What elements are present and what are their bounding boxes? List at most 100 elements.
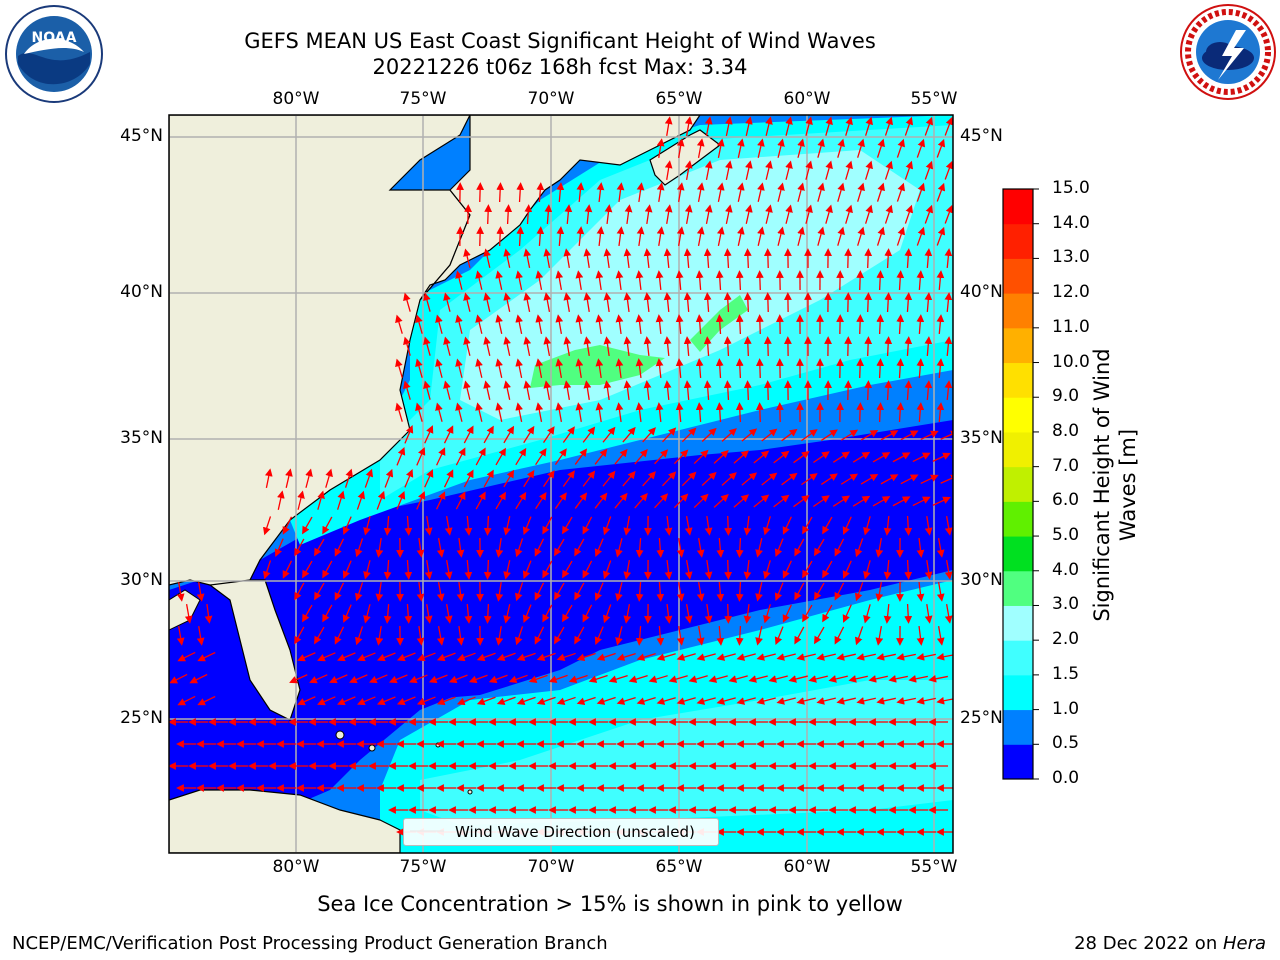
wind-wave-arrow: [876, 653, 896, 661]
lat-tick-left: 25°N: [120, 708, 163, 728]
wind-wave-arrow: [322, 560, 333, 579]
wind-wave-arrow: [737, 182, 745, 202]
wind-wave-arrow: [495, 402, 503, 422]
wind-wave-arrow: [904, 603, 913, 624]
wind-wave-arrow: [575, 270, 584, 291]
wind-wave-arrow: [715, 270, 724, 291]
wind-wave-arrow: [337, 696, 356, 706]
wind-wave-arrow: [523, 292, 532, 312]
wind-wave-arrow: [623, 604, 632, 624]
wind-wave-arrow: [755, 538, 763, 558]
wind-wave-arrow: [582, 426, 596, 443]
wind-wave-arrow: [435, 402, 443, 422]
wind-wave-arrow: [656, 138, 665, 159]
colorbar-tick-label: 2.0: [1052, 629, 1080, 650]
wind-wave-arrow: [455, 314, 463, 334]
wind-wave-arrow: [535, 358, 544, 378]
wind-wave-arrow: [892, 496, 911, 507]
wind-wave-arrow: [676, 581, 685, 602]
wind-wave-arrow: [848, 675, 868, 683]
wind-wave-arrow: [355, 626, 364, 646]
colorbar-tick-label: 13.0: [1052, 247, 1090, 268]
wind-wave-arrow: [683, 336, 692, 357]
wind-wave-arrow: [813, 451, 830, 464]
wind-wave-arrow: [904, 559, 913, 580]
wind-wave-arrow: [743, 559, 752, 580]
wind-wave-arrow: [297, 696, 316, 706]
lon-tick-top: 80°W: [272, 89, 320, 109]
wind-wave-arrow: [169, 673, 188, 684]
wind-wave-arrow: [857, 226, 865, 246]
lon-tick-bottom: 70°W: [527, 857, 575, 877]
wind-wave-arrow: [563, 380, 572, 400]
wind-wave-arrow: [615, 358, 624, 379]
wind-wave-arrow: [636, 226, 645, 247]
wind-wave-arrow: [936, 138, 946, 158]
wind-wave-arrow: [556, 182, 565, 203]
wind-wave-arrow: [282, 560, 293, 579]
wind-wave-arrow: [655, 358, 664, 379]
wind-wave-arrow: [436, 626, 445, 646]
wind-wave-arrow: [664, 116, 673, 136]
wind-wave-arrow: [880, 474, 899, 485]
wind-wave-arrow: [664, 603, 673, 624]
wind-wave-arrow: [884, 248, 893, 269]
wind-wave-arrow: [654, 449, 669, 465]
map-title: GEFS MEAN US East Coast Significant Heig…: [244, 29, 876, 53]
wind-wave-arrow: [703, 336, 712, 357]
colorbar-segment: [1003, 466, 1033, 502]
wind-wave-arrow: [675, 270, 684, 291]
wind-wave-arrow: [924, 292, 933, 313]
wind-wave-arrow: [463, 248, 471, 268]
wind-wave-arrow: [725, 160, 733, 180]
wind-wave-arrow: [745, 160, 753, 180]
wind-wave-arrow: [594, 492, 608, 509]
wind-wave-arrow: [635, 358, 644, 379]
wind-wave-arrow: [813, 495, 830, 508]
map-frame: [168, 114, 954, 854]
wind-wave-arrow: [753, 450, 770, 464]
wind-wave-arrow: [643, 380, 652, 401]
wind-wave-arrow: [845, 116, 853, 136]
wind-wave-arrow: [522, 516, 532, 536]
wind-wave-arrow: [297, 490, 305, 510]
wind-wave-arrow: [574, 538, 585, 557]
wind-wave-arrow: [932, 452, 951, 462]
wind-wave-arrow: [297, 652, 316, 662]
wind-wave-arrow: [342, 560, 352, 579]
wind-wave-arrow: [876, 226, 885, 246]
wind-wave-arrow: [654, 493, 669, 509]
wind-wave-arrow: [383, 559, 392, 580]
wind-wave-arrow: [884, 204, 893, 224]
wind-wave-arrow: [884, 292, 893, 313]
wind-wave-arrow: [743, 603, 752, 624]
wind-wave-arrow: [676, 182, 685, 202]
wind-wave-arrow: [582, 516, 593, 535]
wind-wave-arrow: [616, 696, 636, 705]
wind-wave-arrow: [456, 652, 476, 662]
wind-wave-arrow: [196, 581, 205, 602]
wind-wave-arrow: [864, 380, 873, 401]
wind-wave-arrow: [936, 626, 945, 646]
wind-wave-arrow: [656, 697, 676, 705]
wind-wave-arrow: [644, 204, 653, 225]
wind-wave-arrow: [376, 490, 386, 510]
wind-wave-arrow: [900, 430, 919, 441]
wind-wave-arrow: [704, 559, 713, 580]
wind-wave-arrow: [681, 471, 697, 487]
wind-wave-arrow: [396, 696, 416, 706]
wind-wave-arrow: [603, 248, 612, 269]
wind-wave-arrow: [774, 582, 784, 602]
wind-wave-arrow: [424, 559, 433, 580]
wind-wave-arrow: [842, 604, 852, 623]
lon-tick-top: 55°W: [910, 89, 958, 109]
wind-wave-arrow: [416, 581, 425, 602]
wind-wave-arrow: [483, 292, 491, 312]
wind-wave-arrow: [932, 496, 951, 506]
colorbar-tick-label: 6.0: [1052, 490, 1080, 511]
wind-wave-arrow: [802, 560, 813, 579]
wind-wave-arrow: [464, 559, 473, 580]
wind-wave-arrow: [793, 451, 810, 464]
wind-wave-arrow: [721, 472, 737, 486]
